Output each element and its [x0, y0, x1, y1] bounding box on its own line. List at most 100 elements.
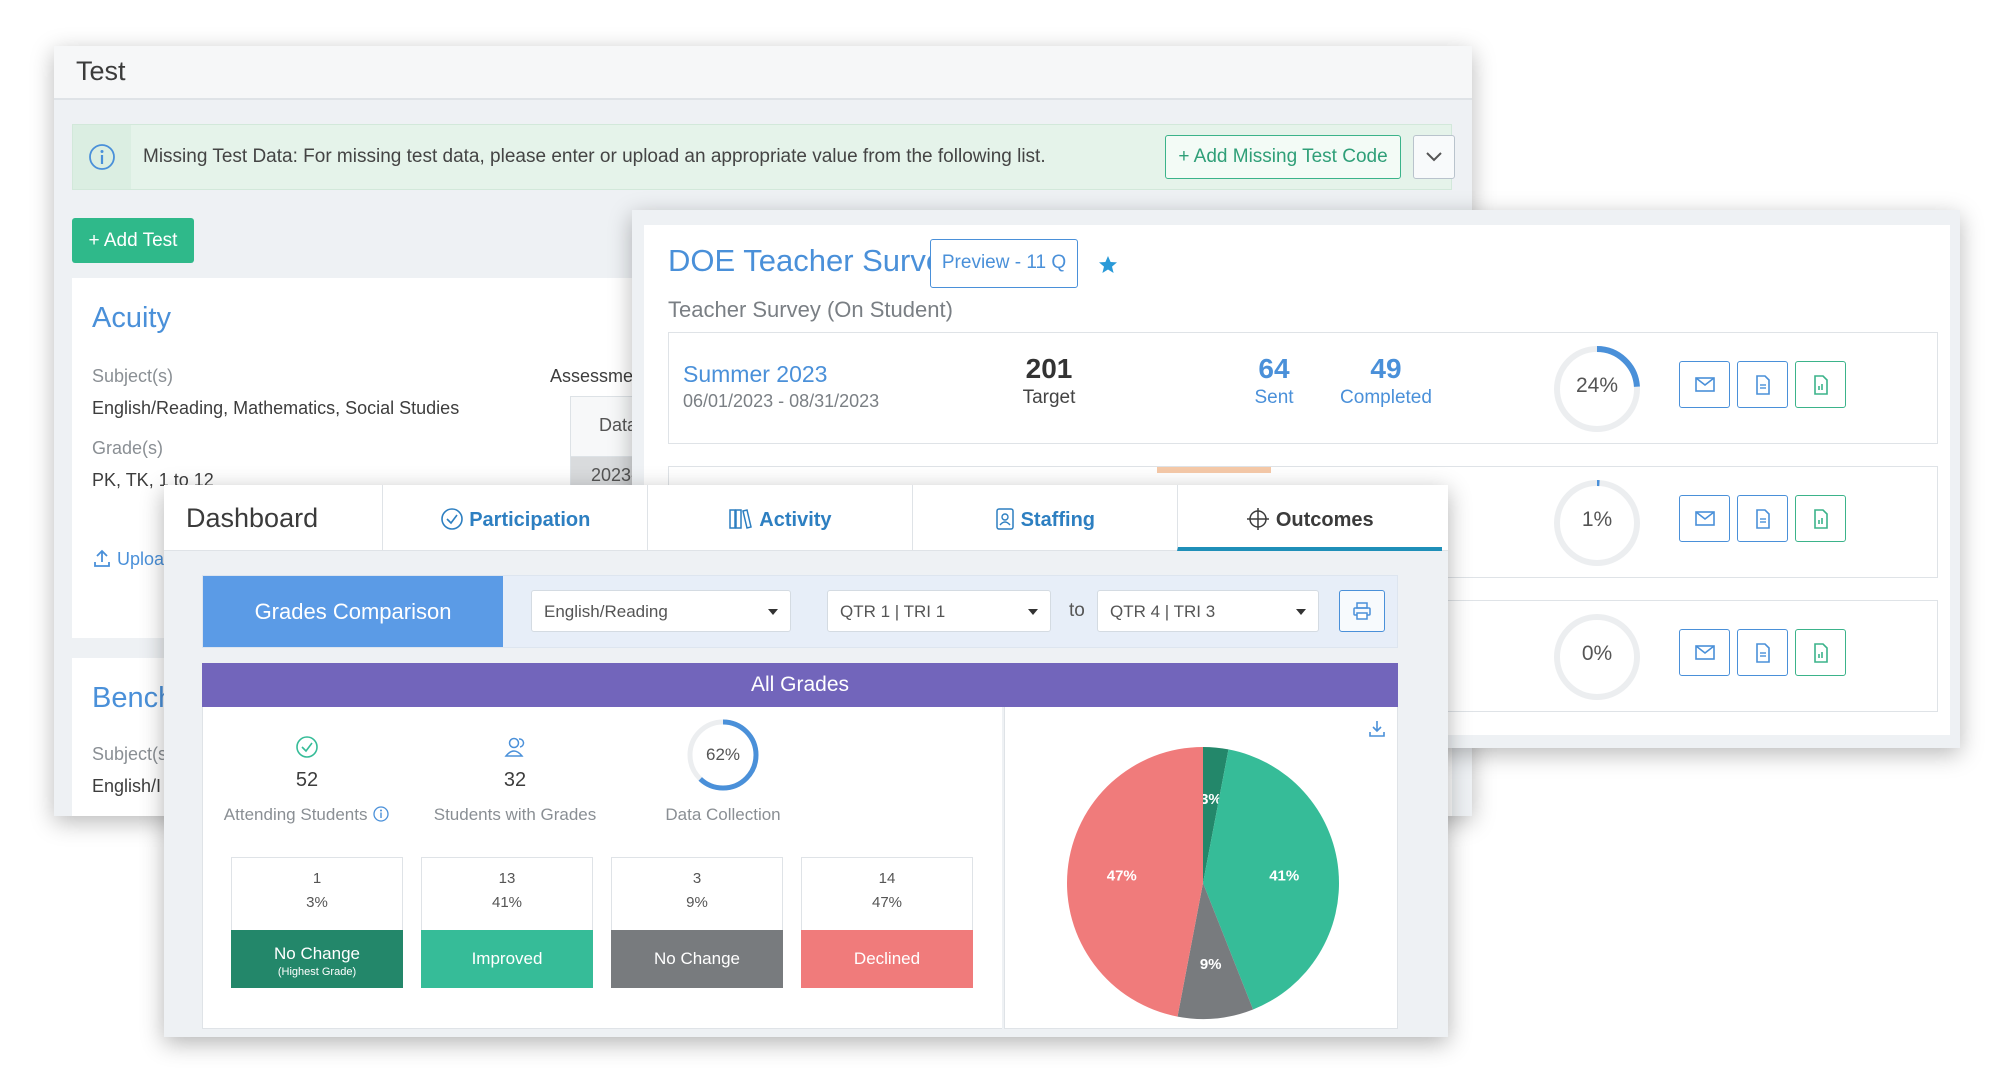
info-icon: [73, 125, 131, 189]
tab-activity[interactable]: Activity: [647, 485, 912, 551]
test-titlebar: Test: [54, 46, 1472, 100]
report-button[interactable]: [1795, 629, 1846, 676]
box-percent: 47%: [871, 894, 903, 911]
document-icon: [1756, 375, 1770, 395]
box-percent: 9%: [686, 894, 708, 911]
completion-ring: [1554, 346, 1640, 432]
tab-participation-label: Participation: [383, 507, 647, 532]
preview-button[interactable]: Preview - 11 Q: [930, 239, 1078, 288]
dashboard-title: Dashboard: [186, 503, 319, 533]
grades-comparison-button[interactable]: Grades Comparison: [203, 576, 503, 647]
document-button[interactable]: [1737, 629, 1788, 676]
upload-link[interactable]: Uploa: [92, 548, 164, 570]
no-change-highest-box: 1 3% No Change (Highest Grade): [231, 857, 403, 988]
bench-subjects-label: Subject(s: [92, 744, 168, 764]
declined-box: 14 47% Declined: [801, 857, 973, 988]
to-period-select[interactable]: QTR 4 | TRI 3: [1097, 590, 1319, 632]
add-missing-test-code-button[interactable]: + Add Missing Test Code: [1165, 135, 1401, 179]
acuity-title[interactable]: Acuity: [92, 302, 171, 334]
report-button[interactable]: [1795, 495, 1846, 542]
pie-slice[interactable]: [1177, 883, 1254, 1019]
sent-value[interactable]: 64: [1258, 353, 1290, 384]
tab-participation-text: Participation: [469, 509, 591, 531]
tab-staffing-label: Staffing: [913, 507, 1177, 532]
filter-bar: Grades Comparison English/Reading QTR 1 …: [202, 575, 1398, 648]
dashboard-tabs: Dashboard Participation Activity Staffin…: [164, 485, 1448, 551]
subjects-label: Subject(s): [92, 366, 174, 386]
check-circle-icon: [440, 508, 463, 530]
pie-slice[interactable]: [1067, 747, 1203, 1017]
info-icon[interactable]: [372, 805, 390, 823]
document-button[interactable]: [1737, 495, 1788, 542]
box-sublabel: (Highest Grade): [277, 966, 357, 978]
subjects-value: English/Reading, Mathematics, Social Stu…: [92, 398, 460, 418]
grades-pie-panel: 3% 41% 9% 47%: [1004, 707, 1398, 1029]
printer-icon: [1353, 602, 1371, 620]
tab-staffing[interactable]: Staffing: [912, 485, 1177, 551]
subject-select-value: English/Reading: [544, 602, 668, 621]
plus-icon: +: [1178, 146, 1190, 167]
add-missing-label: Add Missing Test Code: [1193, 146, 1388, 167]
star-icon[interactable]: [1098, 255, 1118, 275]
sent-label: Sent: [1254, 387, 1294, 408]
alert-message: Missing Test Data: For missing test data…: [143, 146, 1046, 167]
survey-period[interactable]: Summer 2023: [683, 361, 828, 387]
box-percent: 3%: [306, 894, 328, 911]
email-button[interactable]: [1679, 495, 1730, 542]
box-label: Improved: [471, 949, 543, 968]
box-label: Declined: [853, 949, 921, 968]
pie-slice[interactable]: [1203, 747, 1229, 883]
tab-activity-text: Activity: [759, 509, 832, 531]
completion-percent: 1%: [1581, 508, 1613, 531]
envelope-icon: [1695, 645, 1715, 660]
pie-slice-label: 9%: [1200, 956, 1222, 973]
print-button[interactable]: [1339, 590, 1385, 632]
status-tab: [1157, 467, 1271, 473]
survey-title[interactable]: DOE Teacher Survey: [668, 243, 959, 278]
improved-box: 13 41% Improved: [421, 857, 593, 988]
document-icon: [1756, 509, 1770, 529]
pie-slice-label: 41%: [1269, 867, 1299, 884]
document-button[interactable]: [1737, 361, 1788, 408]
to-period-value: QTR 4 | TRI 3: [1110, 602, 1216, 621]
email-button[interactable]: [1679, 629, 1730, 676]
report-button[interactable]: [1795, 361, 1846, 408]
data-collection-value: 62%: [705, 745, 741, 764]
completed-label: Completed: [1340, 387, 1432, 408]
from-period-value: QTR 1 | TRI 1: [840, 602, 946, 621]
envelope-icon: [1695, 511, 1715, 526]
dashboard-window: Dashboard Participation Activity Staffin…: [164, 485, 1448, 1037]
alert-expand-button[interactable]: [1413, 135, 1455, 179]
grades-label: Grade(s): [92, 438, 164, 458]
grades-pie-chart: 3% 41% 9% 47%: [1067, 747, 1339, 1019]
survey-row: Summer 2023 06/01/2023 - 08/31/2023 201 …: [668, 332, 1938, 444]
bench-title[interactable]: Bench: [92, 682, 175, 714]
survey-dates: 06/01/2023 - 08/31/2023: [683, 391, 880, 411]
completion-percent: 24%: [1575, 374, 1619, 397]
subject-select[interactable]: English/Reading: [531, 590, 791, 632]
pie-slice[interactable]: [1203, 749, 1339, 1010]
data-collection-label: Data Collection: [665, 805, 781, 824]
attending-students-label: Attending Students: [207, 805, 407, 825]
box-footer: No Change (Highest Grade): [231, 930, 403, 988]
box-count: 14: [878, 870, 896, 887]
id-badge-icon: [996, 508, 1014, 530]
add-test-label: Add Test: [103, 230, 178, 251]
email-button[interactable]: [1679, 361, 1730, 408]
students-with-grades-value: 32: [503, 769, 527, 791]
plus-icon: +: [88, 230, 100, 251]
bench-subjects-value: English/I: [92, 776, 162, 796]
survey-subtitle: Teacher Survey (On Student): [668, 297, 953, 322]
completed-value[interactable]: 49: [1370, 353, 1402, 384]
crosshair-icon: [1247, 508, 1270, 530]
box-footer: Declined: [801, 930, 973, 988]
box-footer: No Change: [611, 930, 783, 988]
envelope-icon: [1695, 377, 1715, 392]
download-icon[interactable]: [1367, 719, 1387, 739]
data-collection-ring: [687, 719, 759, 791]
caret-down-icon: [1028, 609, 1038, 615]
tab-participation[interactable]: Participation: [382, 485, 647, 551]
tab-outcomes[interactable]: Outcomes: [1177, 485, 1442, 551]
add-test-button[interactable]: + Add Test: [72, 218, 194, 263]
from-period-select[interactable]: QTR 1 | TRI 1: [827, 590, 1051, 632]
